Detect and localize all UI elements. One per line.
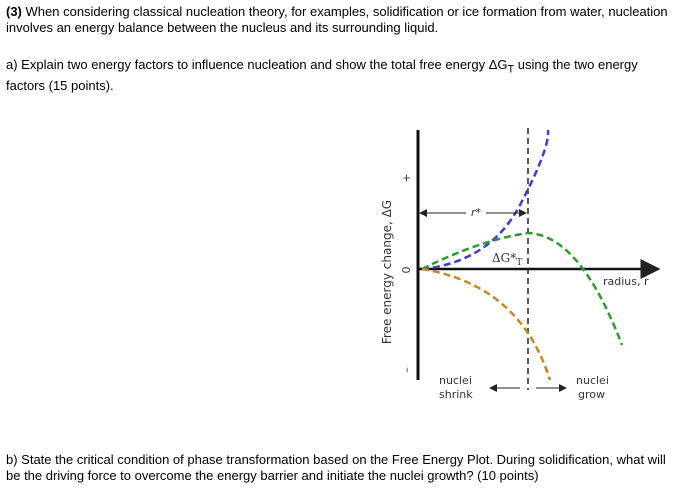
intro: (3) When considering classical nucleatio… bbox=[6, 4, 670, 36]
minus: – bbox=[400, 367, 413, 373]
r-star: r* bbox=[471, 206, 482, 219]
plus: + bbox=[400, 173, 413, 182]
zero: 0 bbox=[400, 267, 413, 274]
total-curve bbox=[421, 231, 624, 346]
barrier: ΔG* bbox=[492, 251, 516, 265]
intro-text: When considering classical nucleation th… bbox=[6, 4, 668, 35]
part-a-text: using the two energy factors (15 points)… bbox=[6, 57, 638, 93]
barrier-sub: T bbox=[516, 258, 522, 268]
x-axis-label: radius, r bbox=[603, 275, 649, 288]
part-a-text: a) Explain two energy factors to influen… bbox=[6, 57, 508, 72]
shrink-label: nuclei bbox=[439, 374, 472, 387]
volume-curve bbox=[421, 267, 552, 381]
y-axis-label: Free energy change, ΔG bbox=[380, 200, 394, 344]
grow-label: grow bbox=[578, 388, 605, 401]
shrink-label: shrink bbox=[439, 388, 473, 401]
surface-curve bbox=[421, 129, 550, 271]
part-b: b) State the critical condition of phase… bbox=[6, 452, 666, 483]
part-a-sub: T bbox=[507, 63, 515, 76]
barrier-label: ΔG*T bbox=[492, 251, 522, 268]
grow-label: nuclei bbox=[576, 374, 609, 387]
part-a: a) Explain two energy factors to influen… bbox=[6, 57, 670, 94]
question-number: (3) bbox=[6, 4, 22, 19]
